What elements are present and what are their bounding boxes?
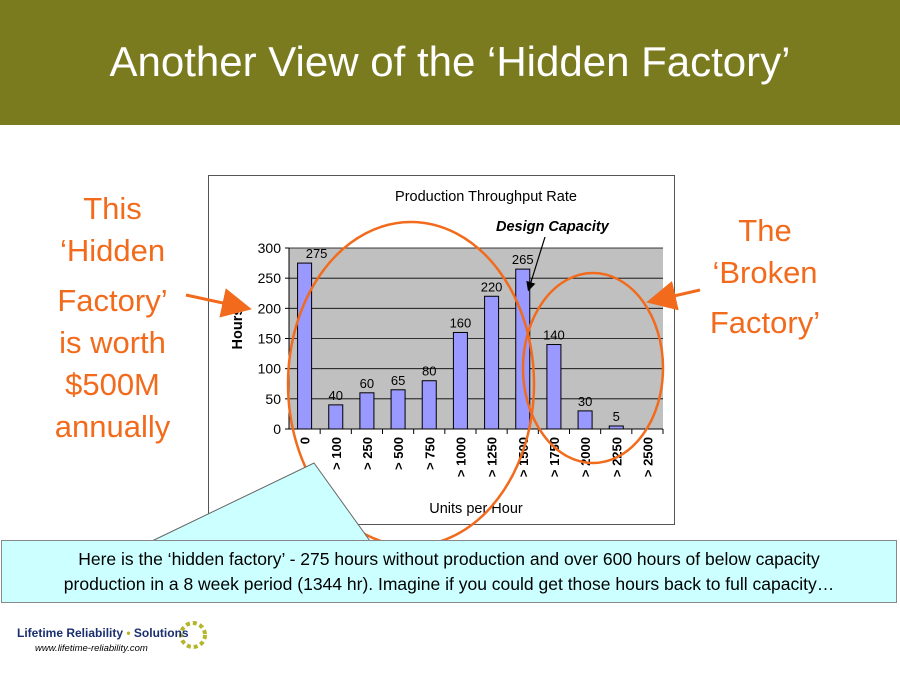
hidden-factory-annotation: This ‘Hidden Factory’ is worth $500M ann… bbox=[40, 188, 185, 448]
broken-factory-annotation: The ‘Broken Factory’ bbox=[690, 210, 840, 344]
annotation-label: Design Capacity bbox=[496, 219, 610, 235]
data-label: 5 bbox=[613, 409, 620, 424]
annotation-line: annually bbox=[54, 409, 171, 444]
data-label: 65 bbox=[391, 373, 405, 388]
bar bbox=[452, 331, 468, 430]
broken-factory-ellipse bbox=[521, 271, 665, 465]
x-tick-label: > 1250 bbox=[485, 437, 500, 477]
data-label: 30 bbox=[578, 394, 592, 409]
chart-title: Production Throughput Rate bbox=[395, 189, 577, 205]
left-annotation-arrow bbox=[185, 288, 252, 318]
logo-graphic: Lifetime Reliability • Solutions www.lif… bbox=[17, 621, 207, 654]
data-label: 220 bbox=[481, 279, 503, 294]
x-tick-label: > 2500 bbox=[640, 437, 655, 477]
x-tick-label: 0 bbox=[298, 437, 313, 444]
annotation-line: $500M bbox=[65, 367, 160, 402]
y-tick-label: 100 bbox=[258, 361, 282, 377]
x-tick-label: > 100 bbox=[329, 437, 344, 470]
y-tick-label: 50 bbox=[265, 391, 281, 407]
y-tick-label: 250 bbox=[258, 270, 282, 286]
x-tick-label: > 2000 bbox=[578, 437, 593, 477]
x-tick-label: > 750 bbox=[422, 437, 437, 470]
gear-icon bbox=[179, 621, 207, 649]
bar bbox=[390, 389, 406, 430]
data-label: 60 bbox=[360, 376, 374, 391]
annotation-line: is worth bbox=[59, 325, 166, 360]
callout-pointer bbox=[151, 462, 371, 542]
callout-line: production in a 8 week period (1344 hr).… bbox=[63, 574, 835, 594]
logo-url: www.lifetime-reliability.com bbox=[35, 643, 148, 654]
data-label: 40 bbox=[329, 388, 343, 403]
data-label: 275 bbox=[306, 246, 328, 261]
decoration-layer bbox=[151, 220, 701, 548]
bar bbox=[577, 410, 593, 430]
bar bbox=[297, 262, 313, 430]
y-tick-label: 0 bbox=[273, 421, 281, 437]
annotation-line: This bbox=[83, 191, 142, 226]
y-tick-label: 200 bbox=[258, 300, 282, 316]
y-tick-label: 150 bbox=[258, 331, 282, 347]
data-label: 160 bbox=[450, 315, 472, 330]
bar bbox=[328, 404, 344, 430]
data-label: 80 bbox=[422, 364, 436, 379]
annotation-arrow bbox=[526, 236, 546, 292]
company-logo: Lifetime Reliability • Solutions www.lif… bbox=[15, 617, 215, 662]
data-label: 140 bbox=[543, 328, 565, 343]
bar bbox=[484, 295, 500, 430]
x-tick-label: > 250 bbox=[360, 437, 375, 470]
callout-box: Here is the ‘hidden factory’ - 275 hours… bbox=[1, 540, 897, 603]
right-annotation-arrow bbox=[646, 281, 701, 311]
title-bar bbox=[0, 0, 900, 125]
bar bbox=[546, 344, 562, 430]
annotation-line: Factory’ bbox=[709, 305, 821, 340]
annotation-line: The bbox=[738, 213, 792, 248]
chart-layer: 0 50 100 150 200 250 300 275 0 40 > 100 60 > 250 65 > … bbox=[230, 189, 664, 517]
bar bbox=[421, 380, 437, 430]
y-tick-label: 300 bbox=[258, 240, 282, 256]
x-tick-label: > 500 bbox=[391, 437, 406, 470]
annotation-line: Factory’ bbox=[57, 283, 168, 318]
x-tick-label: > 1500 bbox=[516, 437, 531, 477]
bar bbox=[608, 425, 624, 430]
x-tick-label: > 1000 bbox=[453, 437, 468, 477]
annotation-line: ‘Broken bbox=[712, 255, 818, 290]
slide-title: Another View of the ‘Hidden Factory’ bbox=[109, 38, 791, 85]
bar bbox=[359, 392, 375, 430]
x-tick-label: > 1750 bbox=[547, 437, 562, 477]
callout-line: Here is the ‘hidden factory’ - 275 hours… bbox=[78, 549, 820, 569]
data-label: 265 bbox=[512, 252, 534, 267]
logo-name: Lifetime Reliability • Solutions bbox=[17, 626, 189, 640]
y-axis-label: Hours bbox=[230, 308, 246, 350]
x-axis-label: Units per Hour bbox=[429, 501, 523, 517]
annotation-line: ‘Hidden bbox=[59, 233, 166, 268]
